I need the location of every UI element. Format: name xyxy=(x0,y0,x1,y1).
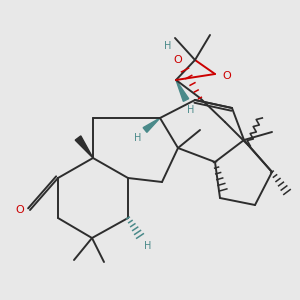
Text: H: H xyxy=(164,41,172,51)
Text: O: O xyxy=(16,205,24,215)
Text: H: H xyxy=(187,105,195,115)
Text: H: H xyxy=(144,241,152,251)
Text: O: O xyxy=(174,55,182,65)
Polygon shape xyxy=(143,118,160,132)
Text: O: O xyxy=(223,71,231,81)
Polygon shape xyxy=(75,136,93,158)
Polygon shape xyxy=(176,80,189,101)
Text: H: H xyxy=(134,133,142,143)
